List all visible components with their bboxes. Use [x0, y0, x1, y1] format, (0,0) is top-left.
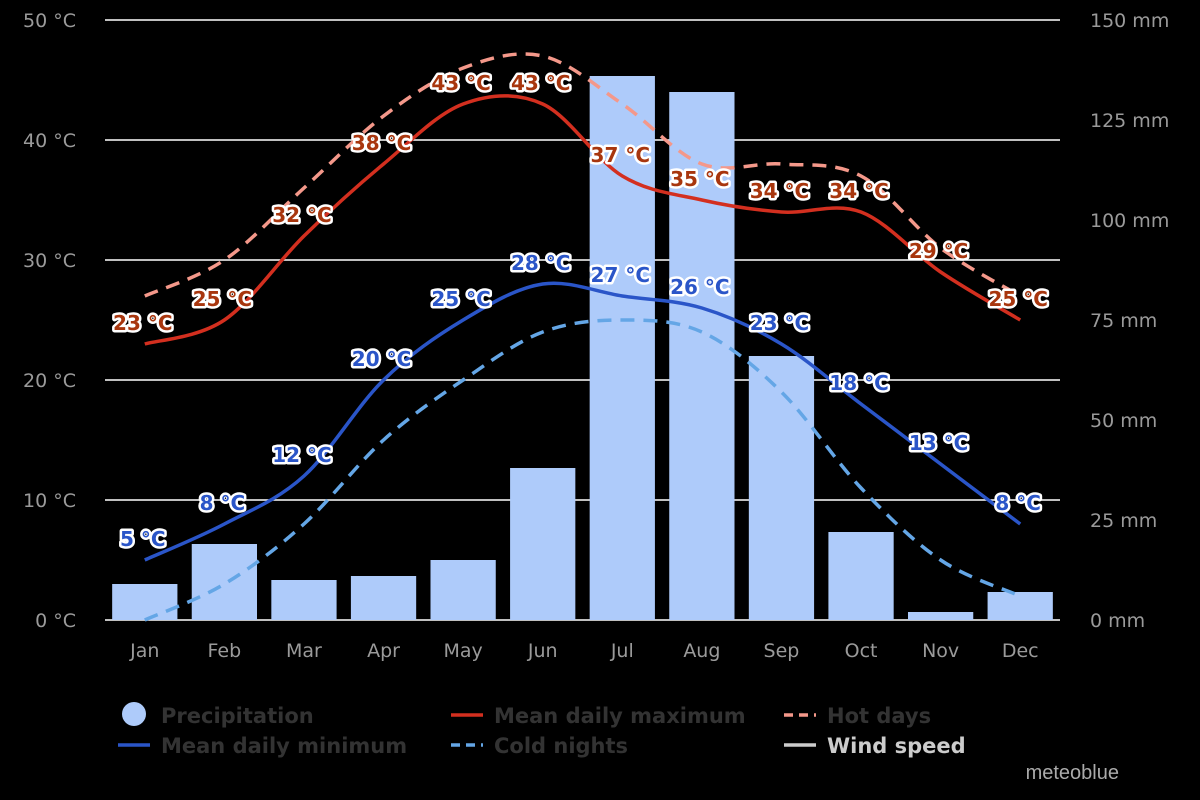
- x-axis-tick-label: Jul: [610, 640, 634, 662]
- max-temp-data-label: 37 °C: [591, 143, 650, 167]
- min-temp-data-label: 25 °C: [431, 287, 490, 311]
- max-temp-data-label: 43 °C: [431, 71, 490, 95]
- left-axis-tick-label: 30 °C: [23, 250, 76, 272]
- min-temp-data-label: 8 °C: [200, 491, 246, 515]
- precipitation-bar[interactable]: [748, 356, 815, 620]
- right-axis-tick-label: 100 mm: [1090, 210, 1169, 232]
- cold-nights-line[interactable]: [144, 318, 1021, 622]
- x-axis-tick-label: Jan: [129, 640, 159, 662]
- precipitation-bar[interactable]: [907, 612, 974, 620]
- max-temp-data-label: 34 °C: [829, 179, 888, 203]
- max-temp-data-label: 35 °C: [670, 167, 729, 191]
- right-axis-tick-label: 75 mm: [1090, 310, 1157, 332]
- min-temp-data-label: 23 °C: [750, 311, 809, 335]
- legend-label: Mean daily maximum: [494, 704, 746, 728]
- min-temp-data-label: 5 °C: [120, 527, 166, 551]
- left-axis-tick-label: 20 °C: [23, 370, 76, 392]
- legend-label: Mean daily minimum: [161, 734, 407, 758]
- min-temp-data-label: 8 °C: [995, 491, 1041, 515]
- x-axis-tick-label: Aug: [683, 640, 720, 662]
- left-axis-tick-label: 0 °C: [35, 610, 76, 632]
- min-temp-data-label: 12 °C: [272, 443, 331, 467]
- max-temp-data-label: 25 °C: [193, 287, 252, 311]
- data-labels: 23 °C 25 °C 32 °C 38 °C 43 °C 43 °C 37 °C 35 °C…: [111, 69, 1051, 554]
- legend-item-max[interactable]: Mean daily maximum: [451, 704, 746, 728]
- max-temp-data-label: 29 °C: [909, 239, 968, 263]
- precipitation-bar[interactable]: [589, 76, 655, 620]
- min-temp-data-label: 27 °C: [591, 263, 650, 287]
- legend-item-precip[interactable]: Precipitation: [122, 702, 314, 728]
- mean-daily-minimum-line[interactable]: [144, 281, 1022, 562]
- x-axis-tick-label: Apr: [367, 640, 400, 662]
- left-axis-tick-label: 10 °C: [23, 490, 76, 512]
- legend-item-wind[interactable]: Wind speed: [784, 734, 966, 758]
- right-axis-tick-label: 50 mm: [1090, 410, 1157, 432]
- left-axis-tick-label: 40 °C: [23, 130, 76, 152]
- precipitation-bars: [112, 76, 1053, 620]
- min-temp-data-label: 20 °C: [352, 347, 411, 371]
- right-axis-tick-label: 0 mm: [1090, 610, 1145, 632]
- min-temp-data-label: 13 °C: [909, 431, 968, 455]
- precipitation-bar[interactable]: [510, 468, 576, 620]
- precipitation-bar[interactable]: [191, 544, 258, 620]
- mean-daily-maximum-line[interactable]: [144, 94, 1022, 346]
- legend-symbol: [122, 702, 146, 726]
- max-temp-data-label: 43 °C: [511, 71, 570, 95]
- x-axis-tick-label: May: [443, 640, 482, 662]
- legend-item-cold[interactable]: Cold nights: [451, 734, 628, 758]
- legend-label: Wind speed: [827, 734, 966, 758]
- precipitation-bar[interactable]: [350, 576, 417, 620]
- x-axis-tick-label: Mar: [286, 640, 322, 662]
- max-temp-data-label: 38 °C: [352, 131, 411, 155]
- legend-item-min[interactable]: Mean daily minimum: [118, 734, 407, 758]
- precipitation-bar[interactable]: [828, 532, 894, 620]
- precipitation-bar[interactable]: [430, 560, 496, 620]
- min-temp-data-label: 26 °C: [670, 275, 729, 299]
- credit-text[interactable]: meteoblue: [1026, 762, 1119, 784]
- x-axis-tick-label: Dec: [1002, 640, 1039, 662]
- right-axis-tick-label: 25 mm: [1090, 510, 1157, 532]
- min-temp-data-label: 18 °C: [829, 371, 888, 395]
- legend-label: Precipitation: [161, 704, 314, 728]
- legend-label: Hot days: [827, 704, 931, 728]
- max-temp-data-label: 23 °C: [113, 311, 172, 335]
- precipitation-bar[interactable]: [987, 592, 1053, 620]
- x-axis-tick-label: Oct: [845, 640, 878, 662]
- right-axis-tick-label: 150 mm: [1090, 10, 1169, 32]
- legend-label: Cold nights: [494, 734, 628, 758]
- max-temp-data-label: 32 °C: [272, 203, 331, 227]
- right-axis-tick-label: 125 mm: [1090, 110, 1169, 132]
- x-axis-tick-label: Jun: [527, 640, 558, 662]
- precipitation-bar[interactable]: [271, 580, 337, 620]
- max-temp-data-label: 34 °C: [750, 179, 809, 203]
- max-temp-data-label: 25 °C: [988, 287, 1047, 311]
- min-temp-data-label: 28 °C: [511, 251, 570, 275]
- precipitation-bar[interactable]: [112, 584, 178, 620]
- legend[interactable]: Precipitation Mean daily maximum Hot days M…: [118, 702, 966, 758]
- x-axis-tick-label: Feb: [208, 640, 242, 662]
- x-axis-tick-label: Sep: [764, 640, 800, 662]
- left-axis-tick-label: 50 °C: [23, 10, 76, 32]
- axis-labels: 0 °C 10 °C 20 °C 30 °C 40 °C 50 °C 0 mm 25 mm 50…: [23, 10, 1169, 662]
- precipitation-bar[interactable]: [669, 92, 735, 620]
- grid-lines: [105, 19, 1060, 621]
- legend-item-hot[interactable]: Hot days: [784, 704, 931, 728]
- temperature-lines: [144, 52, 1022, 622]
- x-axis-tick-label: Nov: [922, 640, 959, 662]
